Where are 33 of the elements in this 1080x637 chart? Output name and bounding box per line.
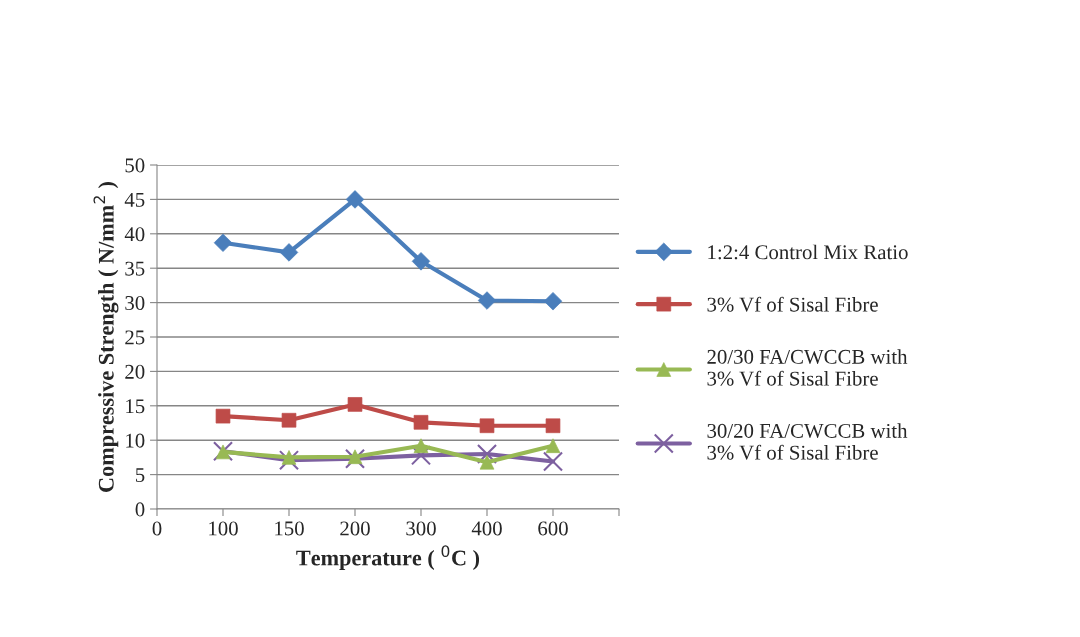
x-tick-label: 400: [471, 521, 502, 536]
y-tick-label: 5: [135, 468, 145, 483]
x-tick-label: 100: [209, 521, 238, 536]
point: [278, 450, 300, 471]
x-axis-title: Temperature ( $^{0}$C ): [296, 545, 480, 571]
x-tick-label: 600: [538, 521, 568, 536]
y-tick-label: 15: [126, 399, 145, 414]
y-tick-label: 20: [125, 364, 145, 379]
y-tick-label: 30: [125, 295, 145, 311]
legend-label: 20/30 FA/CWCCB with 3% Vf of Sisal Fibre: [707, 349, 908, 386]
point: [215, 408, 231, 424]
point: [477, 291, 497, 310]
legend-label: 30/20 FA/CWCCB with 3% Vf of Sisal Fibre: [707, 423, 908, 460]
x-tick-label: 300: [406, 521, 436, 536]
x-tick-label: 200: [340, 521, 370, 536]
legend-label: 3% Vf of Sisal Fibre: [707, 296, 878, 312]
legend-label: 1:2:4 Control Mix Ratio: [708, 244, 908, 260]
point: [345, 190, 365, 209]
y-tick-label: 0: [135, 502, 145, 517]
y-tick-label: 35: [125, 261, 145, 276]
point: [542, 451, 564, 472]
point: [476, 443, 498, 465]
y-axis-title: Compressive Strength ( N/mm$^{2}$ ): [93, 182, 119, 492]
point: [347, 397, 363, 412]
y-tick-label: 45: [124, 192, 145, 207]
y-tick-label: 40: [124, 227, 145, 242]
y-tick-label: 25: [125, 330, 145, 345]
y-tick-label: 50: [125, 158, 145, 173]
x-tick-label: 150: [275, 521, 304, 536]
point: [545, 418, 561, 434]
y-tick-label: 10: [126, 433, 145, 448]
point: [213, 233, 233, 252]
x-tick-label: 0: [152, 521, 162, 536]
